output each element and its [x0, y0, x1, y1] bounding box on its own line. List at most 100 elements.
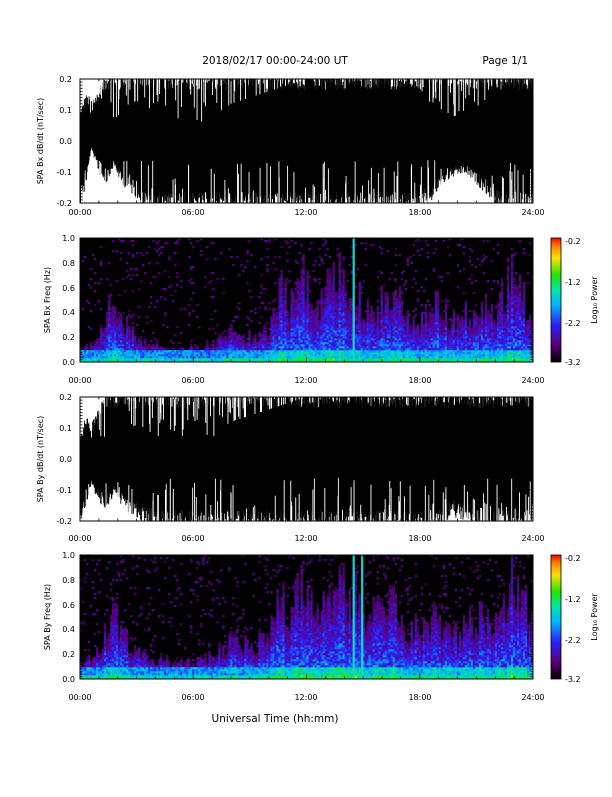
- spectrogram-cell: [94, 356, 96, 358]
- spectrogram-cell: [365, 330, 367, 332]
- spectrogram-cell: [284, 356, 286, 358]
- spectrogram-cell: [457, 334, 459, 336]
- spectrogram-cell: [327, 342, 329, 344]
- spectrogram-cell: [329, 328, 331, 330]
- spectrogram-cell: [465, 320, 467, 322]
- spectrogram-cell: [455, 338, 457, 340]
- spectrogram-cell: [473, 334, 475, 336]
- spectrogram-cell: [423, 290, 425, 292]
- spectrogram-cell: [485, 340, 487, 342]
- spectrogram-cell: [337, 322, 339, 324]
- spectrogram-cell: [276, 342, 278, 344]
- spectrogram-cell: [389, 334, 391, 336]
- spectrogram-cell: [190, 340, 192, 342]
- spectrogram-cell: [212, 344, 214, 346]
- spectrogram-cell: [311, 344, 313, 346]
- spectrogram-cell: [349, 358, 351, 360]
- spectrogram-cell: [300, 292, 302, 294]
- spectrogram-cell: [487, 322, 489, 324]
- spectrogram-cell: [481, 314, 483, 316]
- spectrogram-cell: [375, 324, 377, 326]
- spectrogram-cell: [300, 346, 302, 348]
- spectrogram-cell: [375, 338, 377, 340]
- spectrogram-cell: [485, 328, 487, 330]
- spectrogram-cell: [148, 344, 150, 346]
- spectrogram-cell: [286, 346, 288, 348]
- spectrogram-cell: [453, 356, 455, 358]
- spectrogram-cell: [136, 342, 138, 344]
- spectrogram-cell: [483, 332, 485, 334]
- spectrogram-cell: [381, 294, 383, 296]
- spectrogram-cell: [270, 316, 272, 318]
- spectrogram-cell: [387, 320, 389, 322]
- spectrogram-cell: [355, 324, 357, 326]
- spectrogram-cell: [230, 334, 232, 336]
- spectrogram-cell: [377, 346, 379, 348]
- spectrogram-cell: [236, 340, 238, 342]
- spectrogram-cell: [479, 344, 481, 346]
- spectrogram-cell: [351, 340, 353, 342]
- spectrogram-cell: [433, 356, 435, 358]
- spectrogram-cell: [461, 336, 463, 338]
- spectrogram-cell: [216, 278, 218, 280]
- spectrogram-cell: [325, 342, 327, 344]
- spectrogram-cell: [427, 326, 429, 328]
- spectrogram-cell: [325, 352, 327, 354]
- spectrogram-cell: [172, 356, 174, 358]
- spectrogram-cell: [278, 338, 280, 340]
- spectrogram-cell: [266, 256, 268, 258]
- spectrogram-cell: [331, 356, 333, 358]
- spectrogram-cell: [391, 332, 393, 334]
- spectrogram-cell: [423, 356, 425, 358]
- spectrogram-cell: [417, 346, 419, 348]
- spectrogram-cell: [425, 324, 427, 326]
- spectrogram-cell: [347, 320, 349, 322]
- spectrogram-cell: [375, 332, 377, 334]
- spectrogram-cell: [126, 262, 128, 264]
- spectrogram-cell: [477, 330, 479, 332]
- spectrogram-cell: [234, 358, 236, 360]
- spectrogram-cell: [399, 310, 401, 312]
- spectrogram-cell: [343, 280, 345, 282]
- spectrogram-cell: [441, 350, 443, 352]
- spectrogram-cell: [407, 312, 409, 314]
- spectrogram-cell: [447, 354, 449, 356]
- spectrogram-cell: [325, 314, 327, 316]
- spectrogram-cell: [222, 278, 224, 280]
- spectrogram-cell: [282, 334, 284, 336]
- spectrogram-cell: [166, 356, 168, 358]
- spectrogram-cell: [248, 336, 250, 338]
- spectrogram-cell: [343, 350, 345, 352]
- spectrogram-cell: [355, 244, 357, 246]
- spectrogram-cell: [415, 328, 417, 330]
- spectrogram-cell: [274, 340, 276, 342]
- spectrogram-cell: [435, 316, 437, 318]
- spectrogram-cell: [325, 286, 327, 288]
- spectrogram-cell: [323, 346, 325, 348]
- spectrogram-cell: [329, 322, 331, 324]
- spectrogram-cell: [413, 346, 415, 348]
- spectrogram-cell: [361, 350, 363, 352]
- spectrogram-cell: [407, 322, 409, 324]
- spectrogram-cell: [309, 334, 311, 336]
- spectrogram-cell: [457, 348, 459, 350]
- spectrogram-cell: [327, 330, 329, 332]
- spectrogram-cell: [156, 358, 158, 360]
- spectrogram-cell: [162, 288, 164, 290]
- spectrogram-cell: [319, 330, 321, 332]
- spectrogram-cell: [341, 302, 343, 304]
- spectrogram-cell: [337, 338, 339, 340]
- spectrogram-cell: [487, 338, 489, 340]
- spectrogram-cell: [270, 354, 272, 356]
- spectrogram-cell: [441, 336, 443, 338]
- spectrogram-cell: [463, 292, 465, 294]
- spectrogram-cell: [327, 286, 329, 288]
- spectrogram-cell: [325, 254, 327, 256]
- spectrogram-cell: [355, 338, 357, 340]
- spectrogram-cell: [483, 350, 485, 352]
- spectrogram-cell: [294, 316, 296, 318]
- spectrogram-cell: [335, 354, 337, 356]
- spectrogram-cell: [423, 354, 425, 356]
- spectrogram-cell: [150, 356, 152, 358]
- spectrogram-cell: [325, 298, 327, 300]
